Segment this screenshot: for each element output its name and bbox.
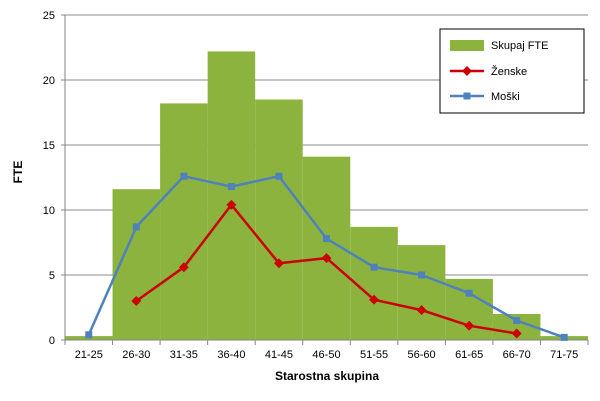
bar-56-60 <box>397 245 446 340</box>
point-zenske-51-55 <box>369 294 379 305</box>
x-tick-label: 36-40 <box>217 349 245 361</box>
point-moski-41-45 <box>275 172 283 180</box>
x-tick-label: 41-45 <box>265 349 293 361</box>
x-tick-label: 21-25 <box>75 349 103 361</box>
point-zenske-46-50 <box>321 253 332 264</box>
x-tick-label: 51-55 <box>360 349 388 361</box>
point-moski-51-55 <box>370 263 378 271</box>
y-axis-title: FTE <box>11 161 25 184</box>
x-tick-label: 31-35 <box>170 349 198 361</box>
point-moski-26-30 <box>132 223 140 231</box>
point-zenske-31-35 <box>178 262 189 273</box>
series-moski <box>85 172 568 341</box>
x-tick-label: 26-30 <box>122 349 150 361</box>
legend-label-moski: Moški <box>491 91 520 103</box>
point-moski-56-60 <box>418 271 426 279</box>
x-tick-label: 66-70 <box>503 349 531 361</box>
legend-swatch-skupaj-fte <box>450 40 484 51</box>
x-tick-labels: 21-25 26-30 31-35 36-40 41-45 46-50 51-55 56-60… <box>75 349 579 361</box>
point-moski-36-40 <box>227 183 235 191</box>
point-moski-71-75 <box>560 333 568 341</box>
y-tick-label: 25 <box>43 10 55 22</box>
x-axis-title: Starostna skupina <box>275 369 379 383</box>
x-tick-label: 61-65 <box>455 349 483 361</box>
point-moski-66-70 <box>513 317 521 324</box>
bar-41-45 <box>255 99 303 340</box>
point-moski-31-35 <box>180 172 188 180</box>
point-zenske-61-65 <box>464 320 475 331</box>
legend-label-zenske: Ženske <box>491 65 527 78</box>
bar-36-40 <box>207 51 256 341</box>
bar-31-35 <box>160 103 208 341</box>
point-zenske-36-40 <box>226 199 237 210</box>
y-tick-labels: 0 5 10 15 20 25 <box>43 10 55 347</box>
x-tick-label: 71-75 <box>550 349 578 361</box>
series-zenske <box>131 199 522 339</box>
point-moski-21-25 <box>85 331 93 339</box>
point-zenske-26-30 <box>131 296 142 306</box>
bar-51-55 <box>350 226 398 340</box>
y-tick-label: 15 <box>43 140 55 152</box>
y-tick-label: 0 <box>49 335 55 347</box>
y-tick-label: 5 <box>49 270 55 282</box>
axes <box>61 14 589 345</box>
bars-skupaj-fte <box>65 51 588 341</box>
point-moski-46-50 <box>323 235 330 243</box>
point-zenske-66-70 <box>511 328 522 339</box>
y-tick-label: 10 <box>43 205 55 217</box>
y-tick-label: 20 <box>43 75 55 87</box>
x-tick-label: 56-60 <box>408 349 436 361</box>
x-tick-label: 46-50 <box>312 349 340 361</box>
point-zenske-41-45 <box>274 258 284 269</box>
legend-label-skupaj-fte: Skupaj FTE <box>491 40 548 52</box>
legend-marker-moski <box>463 92 471 100</box>
point-zenske-56-60 <box>416 305 427 316</box>
point-moski-61-65 <box>465 289 473 297</box>
legend: Skupaj FTE Ženske Moški <box>439 28 585 114</box>
